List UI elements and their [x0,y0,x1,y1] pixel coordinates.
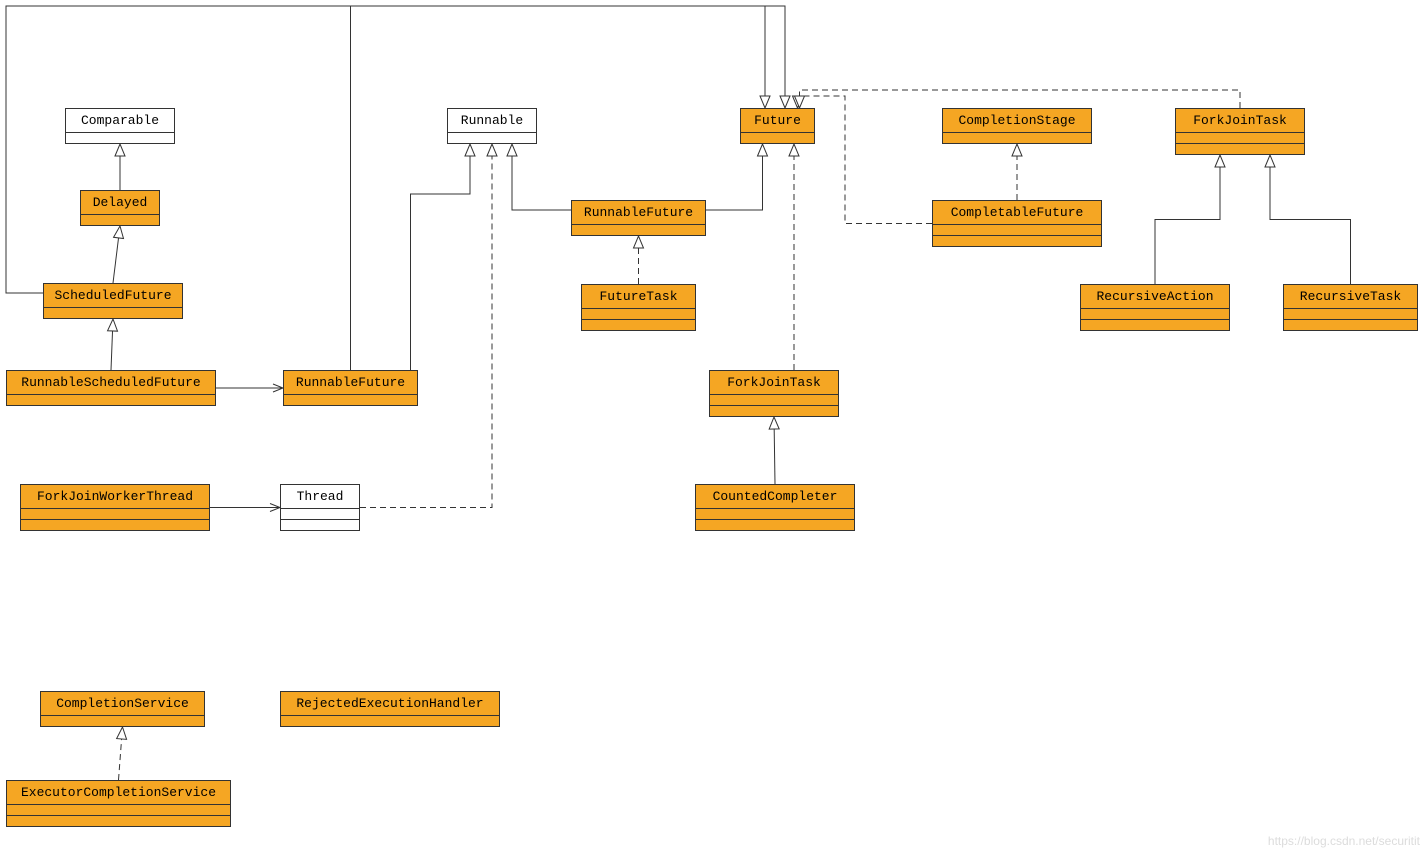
node-thread: Thread [280,484,360,531]
node-label: RejectedExecutionHandler [281,692,499,716]
node-label: RecursiveTask [1284,285,1417,309]
edge-runnableFuture1-to-future [706,144,763,210]
node-delayed: Delayed [80,190,160,226]
node-scheduledFuture: ScheduledFuture [43,283,183,319]
node-label: RunnableScheduledFuture [7,371,215,395]
node-label: Future [741,109,814,133]
node-runnableScheduledFuture: RunnableScheduledFuture [6,370,216,406]
node-comparable: Comparable [65,108,175,144]
edge-recursiveAction-to-forkJoinTask1 [1155,155,1220,284]
node-label: CompletableFuture [933,201,1101,225]
node-runnableFuture2: RunnableFuture [283,370,418,406]
edge-runnableFuture1-to-runnable [512,144,571,210]
node-rejectedExecutionHandler: RejectedExecutionHandler [280,691,500,727]
node-forkJoinTask1: ForkJoinTask [1175,108,1305,155]
node-completionService: CompletionService [40,691,205,727]
node-label: CountedCompleter [696,485,854,509]
node-label: ScheduledFuture [44,284,182,308]
node-label: ForkJoinWorkerThread [21,485,209,509]
node-label: ForkJoinTask [710,371,838,395]
node-completionStage: CompletionStage [942,108,1092,144]
node-executorCompletionService: ExecutorCompletionService [6,780,231,827]
node-label: RecursiveAction [1081,285,1229,309]
edge-recursiveTask-to-forkJoinTask1 [1270,155,1351,284]
edge-runnableFuture2-to-future [351,6,786,370]
edge-forkJoinTask1-to-future [800,90,1241,108]
node-label: Comparable [66,109,174,133]
node-label: Runnable [448,109,536,133]
node-label: ForkJoinTask [1176,109,1304,133]
node-label: FutureTask [582,285,695,309]
watermark: https://blog.csdn.net/securitit [1268,834,1420,848]
node-future: Future [740,108,815,144]
node-recursiveTask: RecursiveTask [1283,284,1418,331]
node-forkJoinWorkerThread: ForkJoinWorkerThread [20,484,210,531]
uml-canvas: https://blog.csdn.net/securitit Comparab… [0,0,1428,852]
edge-scheduledFuture-to-future [6,6,765,293]
node-completableFuture: CompletableFuture [932,200,1102,247]
node-futureTask: FutureTask [581,284,696,331]
node-forkJoinTask2: ForkJoinTask [709,370,839,417]
node-runnable: Runnable [447,108,537,144]
edge-countedCompleter-to-forkJoinTask2 [774,417,775,484]
node-label: ExecutorCompletionService [7,781,230,805]
node-countedCompleter: CountedCompleter [695,484,855,531]
node-label: CompletionService [41,692,204,716]
node-label: CompletionStage [943,109,1091,133]
edge-runnableFuture2-to-runnable [411,144,471,370]
node-label: Thread [281,485,359,509]
node-runnableFuture1: RunnableFuture [571,200,706,236]
node-recursiveAction: RecursiveAction [1080,284,1230,331]
node-label: RunnableFuture [284,371,417,395]
edge-runnableScheduledFuture-to-scheduledFuture [111,319,113,370]
node-label: RunnableFuture [572,201,705,225]
edge-thread-to-runnable [360,144,492,508]
edge-scheduledFuture-to-delayed [113,226,120,283]
edge-completableFuture-to-future [798,96,933,224]
node-label: Delayed [81,191,159,215]
edge-executorCompletionService-to-completionService [119,727,123,780]
